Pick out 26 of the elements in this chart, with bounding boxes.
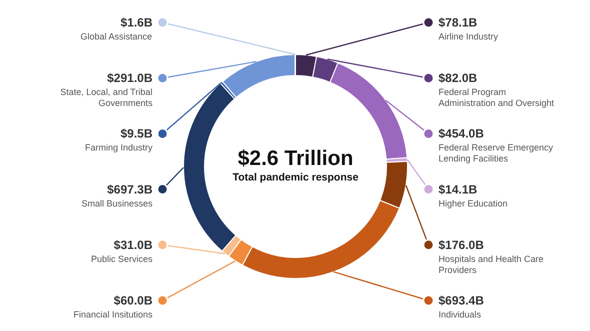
data-label: $176.0B [438, 238, 484, 252]
data-label: $14.1B [438, 182, 478, 196]
slice-label: Financial Insitutions [73, 310, 153, 320]
slice-label: Individuals [438, 310, 482, 320]
slice-label: Federal Program Administration and Oversight [438, 87, 555, 108]
data-label: $693.4B [438, 294, 484, 308]
data-label: $82.0B [438, 71, 478, 86]
slice-label: Higher Education [438, 198, 508, 208]
data-label: $1.6B [120, 16, 153, 30]
slice-label: Public Services [90, 254, 153, 264]
text: Total pandemic response [232, 172, 359, 184]
text: $2.6 Trillion [238, 147, 354, 170]
slice-label: Airline Industry [438, 32, 499, 42]
data-label: $78.1B [438, 16, 478, 30]
data-label: $31.0B [114, 238, 153, 252]
data-label: $60.0B [114, 294, 153, 308]
data-label: $697.3B [107, 182, 153, 196]
data-label: $454.0B [438, 126, 484, 141]
slice-label: Federal Reserve Emergency Lending Facilities [438, 142, 554, 164]
slice-label: Small Businesses [81, 198, 153, 208]
slice-label: State, Local, and Tribal Governments [60, 87, 153, 108]
slice-label: Farming Industry [84, 142, 153, 153]
data-label: $291.0B [107, 71, 153, 86]
slice-label: Hospitals and Health Care Providers [438, 254, 544, 275]
slice-label: Global Assistance [80, 32, 152, 42]
data-label: $9.5B [120, 126, 153, 141]
